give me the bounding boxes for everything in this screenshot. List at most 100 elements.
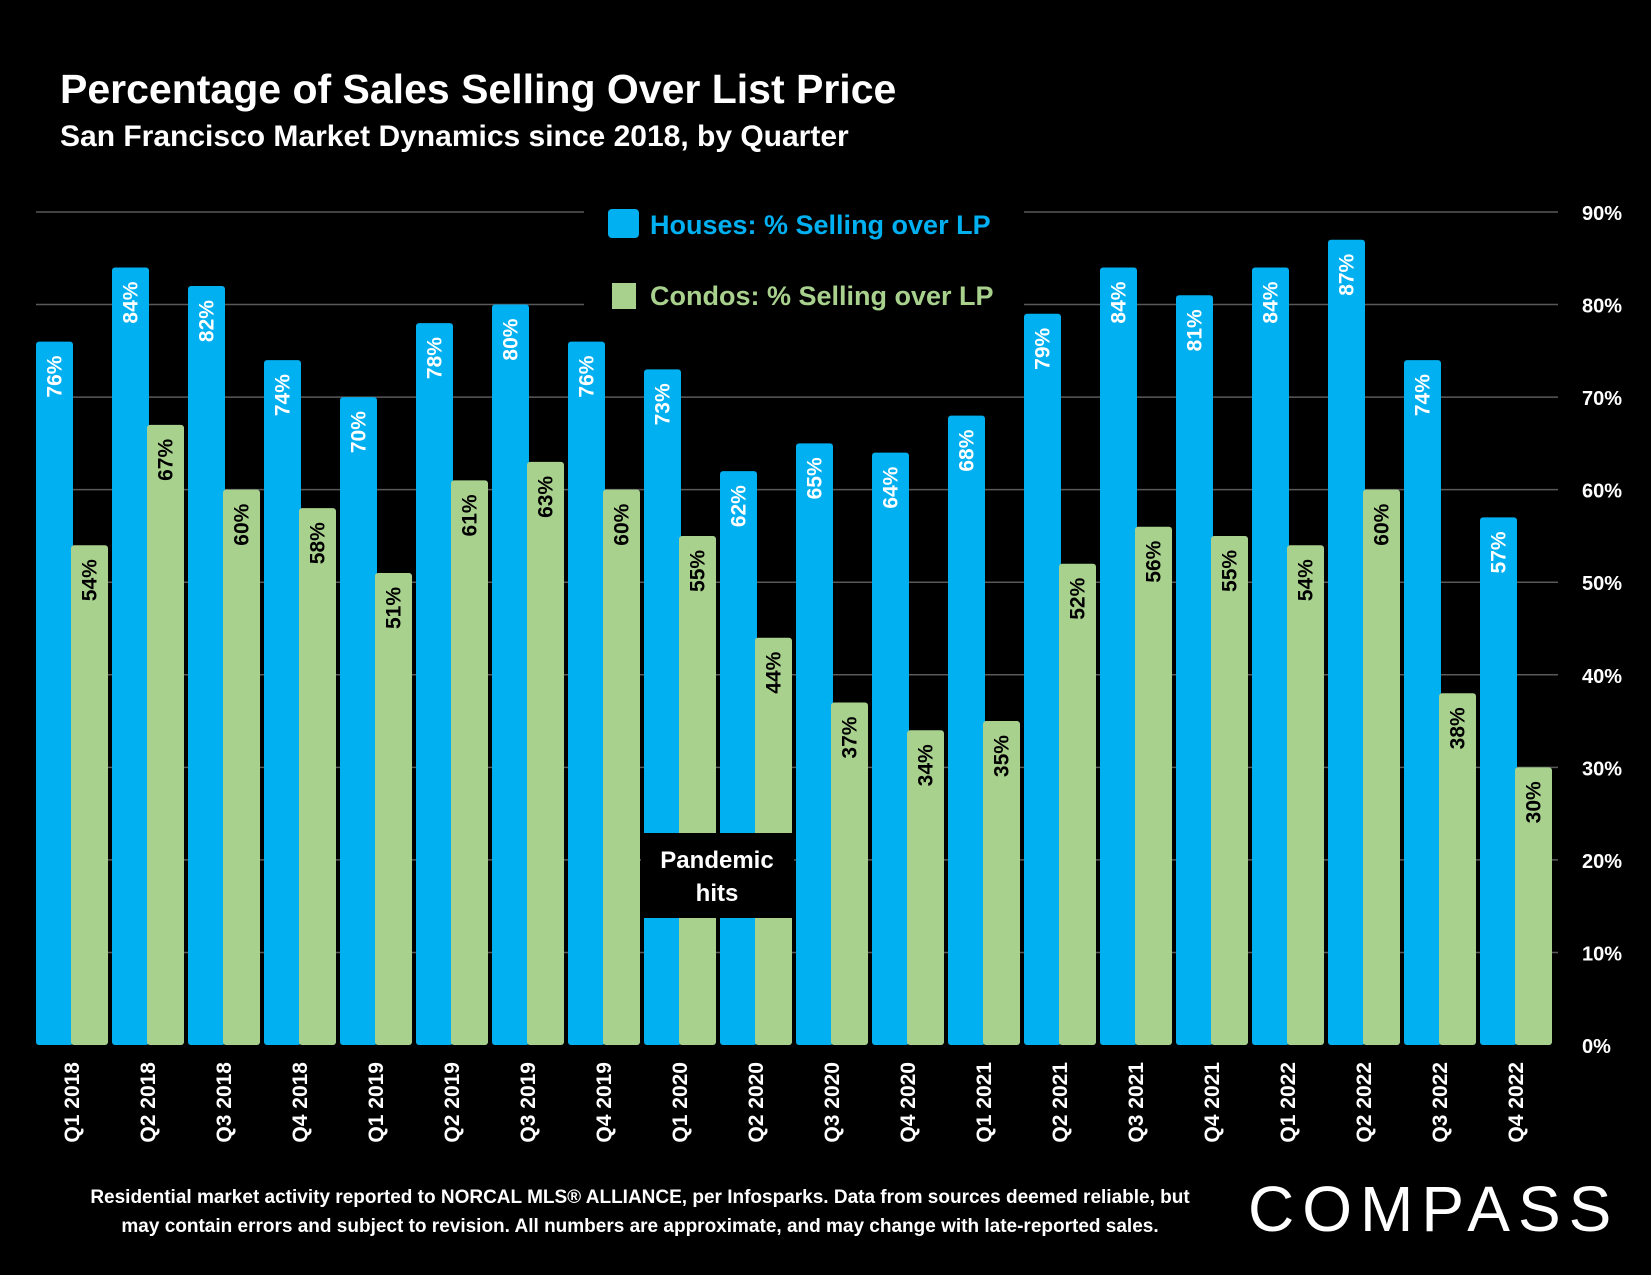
condos-value-label: 58% (307, 522, 330, 564)
x-category-label: Q2 2022 (1353, 1062, 1376, 1143)
x-category-label: Q2 2019 (441, 1062, 464, 1143)
condos-bar (983, 721, 1020, 1045)
houses-value-label: 84% (1260, 281, 1283, 323)
houses-value-label: 73% (652, 383, 675, 425)
annotation-box (641, 833, 794, 918)
legend-swatch-houses (608, 209, 639, 238)
x-category-label: Q1 2021 (973, 1062, 996, 1143)
condos-bar (1287, 545, 1324, 1045)
houses-value-label: 70% (348, 411, 371, 453)
condos-bar (71, 545, 108, 1045)
x-category-label: Q3 2018 (213, 1062, 236, 1143)
condos-value-label: 30% (1523, 781, 1546, 823)
compass-logo: COMPASS (1248, 1173, 1620, 1245)
x-category-label: Q4 2022 (1505, 1062, 1528, 1143)
houses-bar (36, 341, 73, 1046)
x-category-label: Q1 2018 (61, 1062, 84, 1143)
legend-swatch-condos (612, 283, 636, 309)
annotation-text-line-1: Pandemic (660, 847, 773, 874)
houses-bar (492, 304, 529, 1045)
houses-value-label: 65% (804, 457, 827, 499)
footnote-line-1: Residential market activity reported to … (90, 1187, 1190, 1208)
houses-value-label: 84% (1108, 281, 1131, 323)
houses-bar (872, 452, 909, 1046)
houses-bar (948, 415, 985, 1046)
condos-value-label: 60% (1371, 503, 1394, 545)
x-category-label: Q4 2019 (593, 1062, 616, 1143)
bar-chart: 0% 10% 20% 30% 40% 50% 60% 70% 80% 90% 76% 54% Q1 20… (36, 192, 1623, 1143)
x-category-label: Q1 2022 (1277, 1062, 1300, 1143)
condos-bar (1363, 489, 1400, 1046)
houses-value-label: 80% (500, 318, 523, 360)
condos-bar (603, 489, 640, 1046)
houses-bar (188, 286, 225, 1045)
houses-value-label: 68% (956, 429, 979, 471)
condos-value-label: 38% (1447, 707, 1470, 749)
y-tick-label: 90% (1582, 203, 1622, 225)
condos-value-label: 55% (1219, 550, 1242, 592)
condos-value-label: 37% (839, 716, 862, 758)
houses-bar (264, 360, 301, 1046)
houses-value-label: 82% (196, 300, 219, 342)
houses-bar (1328, 239, 1365, 1045)
x-category-label: Q2 2021 (1049, 1062, 1072, 1143)
houses-value-label: 81% (1184, 309, 1207, 351)
y-tick-label: 10% (1582, 943, 1622, 965)
houses-value-label: 84% (120, 281, 143, 323)
houses-bar (644, 369, 681, 1045)
condos-bar (1059, 563, 1096, 1045)
houses-bar (416, 323, 453, 1046)
condos-bar (451, 480, 488, 1045)
annotation-text-line-2: hits (696, 880, 739, 907)
houses-value-label: 79% (1032, 327, 1055, 369)
condos-bar (223, 489, 260, 1046)
houses-value-label: 78% (424, 337, 447, 379)
condos-value-label: 54% (79, 559, 102, 601)
condos-bar (831, 702, 868, 1045)
y-tick-label: 50% (1582, 573, 1622, 595)
y-tick-label: 60% (1582, 481, 1622, 503)
legend-background (584, 192, 1024, 320)
y-tick-label: 70% (1582, 388, 1622, 410)
x-category-label: Q4 2021 (1201, 1062, 1224, 1143)
chart-title: Percentage of Sales Selling Over List Pr… (60, 66, 897, 112)
condos-bar (1135, 526, 1172, 1045)
condos-bar (527, 461, 564, 1045)
condos-bar (299, 508, 336, 1046)
y-tick-label: 30% (1582, 758, 1622, 780)
houses-bar (340, 397, 377, 1046)
x-category-label: Q3 2021 (1125, 1062, 1148, 1143)
footnote: Residential market activity reported to … (40, 1183, 1240, 1241)
legend-label-condos: Condos: % Selling over LP (650, 281, 994, 311)
footnote-line-2: may contain errors and subject to revisi… (121, 1216, 1159, 1237)
houses-bar (112, 267, 149, 1045)
y-tick-label: 0% (1582, 1036, 1611, 1058)
x-category-label: Q1 2020 (669, 1062, 692, 1143)
condos-bar (1515, 767, 1552, 1045)
condos-bar (679, 535, 716, 1045)
houses-value-label: 76% (44, 355, 67, 397)
legend-label-houses: Houses: % Selling over LP (650, 210, 991, 240)
houses-value-label: 62% (728, 485, 751, 527)
x-category-label: Q3 2022 (1429, 1062, 1452, 1143)
condos-value-label: 61% (459, 494, 482, 536)
x-category-label: Q4 2020 (897, 1062, 920, 1143)
houses-bar (720, 471, 757, 1046)
houses-bar (1024, 313, 1061, 1045)
condos-value-label: 67% (155, 439, 178, 481)
y-tick-label: 80% (1582, 296, 1622, 318)
houses-value-label: 57% (1488, 531, 1511, 573)
condos-bar (375, 572, 412, 1045)
houses-bar (1252, 267, 1289, 1045)
condos-value-label: 34% (915, 744, 938, 786)
condos-value-label: 60% (611, 503, 634, 545)
x-category-label: Q3 2020 (821, 1062, 844, 1143)
x-category-label: Q3 2019 (517, 1062, 540, 1143)
x-category-label: Q1 2019 (365, 1062, 388, 1143)
houses-bar (568, 341, 605, 1046)
y-tick-label: 40% (1582, 666, 1622, 688)
condos-value-label: 63% (535, 476, 558, 518)
condos-bar (1211, 535, 1248, 1045)
condos-value-label: 52% (1067, 577, 1090, 619)
houses-bar (796, 443, 833, 1045)
